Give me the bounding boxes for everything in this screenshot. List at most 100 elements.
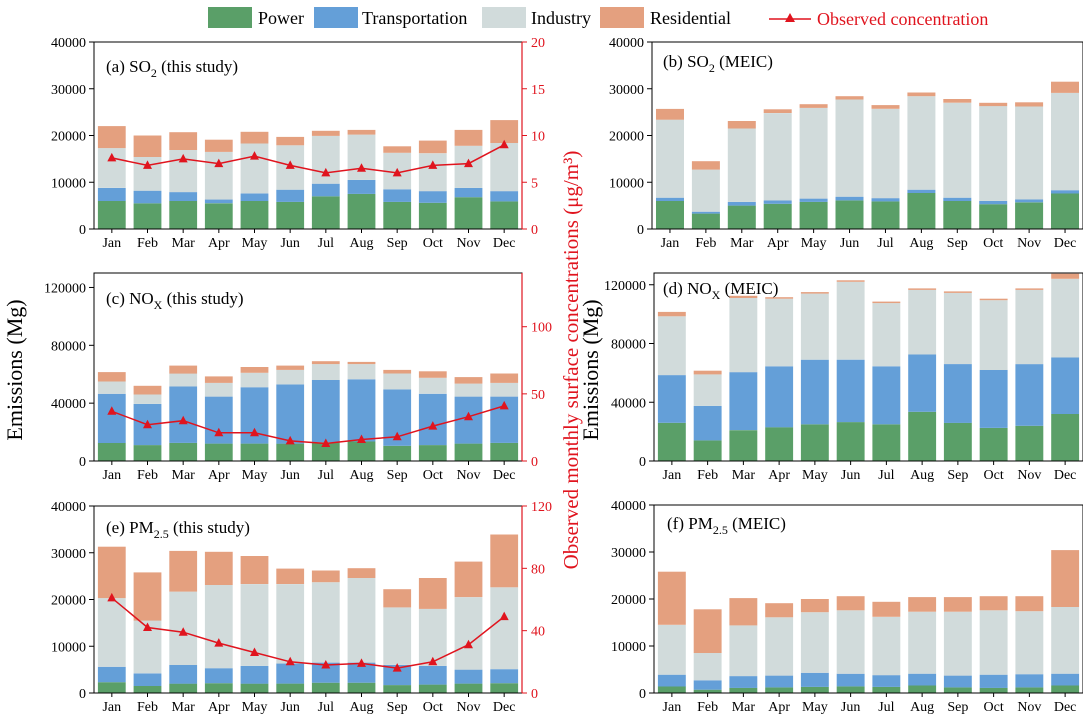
bar-power-dec: [490, 683, 519, 693]
legend-swatch-industry: [482, 7, 526, 28]
legend: Power Transportation Industry Residential Ob…: [208, 7, 988, 29]
bar-residential-oct: [418, 371, 447, 378]
bar-transportation-jun: [276, 384, 305, 444]
observed-point-nov: [464, 158, 473, 168]
observed-point-jul: [321, 167, 331, 177]
bar-power-jul: [872, 686, 901, 693]
x-tick-label: Mar: [172, 700, 196, 715]
bar-transportation-dec: [1051, 190, 1079, 194]
bar-industry-dec: [1051, 607, 1080, 674]
legend-label-observed: Observed concentration: [817, 9, 988, 29]
legend-label-residential: Residential: [650, 8, 731, 28]
y-tick-label: 40000: [51, 397, 86, 412]
bar-power-jan: [97, 200, 126, 229]
bar-industry-jun: [276, 584, 305, 664]
x-tick-label: Nov: [1017, 700, 1041, 715]
bar-power-dec: [1051, 685, 1080, 693]
observed-point-aug: [357, 434, 366, 443]
observed-point-may: [250, 647, 259, 656]
bar-residential-jul: [311, 570, 340, 583]
bar-power-may: [240, 683, 269, 693]
observed-point-jun: [285, 656, 295, 666]
bar-power-may: [800, 686, 829, 693]
right-y-tick-label: 20: [531, 36, 545, 51]
bar-power-jul: [311, 442, 340, 461]
bar-residential-dec: [490, 373, 519, 383]
bar-industry-jan: [97, 598, 126, 667]
bar-industry-aug: [347, 134, 376, 180]
bar-residential-aug: [347, 129, 376, 135]
bar-power-nov: [1015, 687, 1044, 693]
bar-industry-oct: [979, 610, 1008, 675]
observed-point-feb: [143, 622, 152, 631]
observed-point-may: [250, 427, 259, 437]
bar-industry-dec: [490, 143, 519, 192]
bar-power-mar: [729, 430, 758, 461]
x-tick-label: Sep: [947, 236, 968, 251]
bar-residential-nov: [1015, 102, 1044, 107]
bar-industry-jun: [836, 610, 865, 674]
bar-transportation-jun: [836, 673, 865, 687]
legend-swatch-residential: [600, 7, 644, 28]
y-tick-label: 30000: [51, 83, 86, 98]
bar-transportation-jan: [657, 674, 686, 687]
bar-power-jun: [276, 443, 305, 461]
bar-industry-nov: [1015, 289, 1044, 365]
bar-residential-jan: [97, 126, 126, 149]
bar-transportation-nov: [1015, 199, 1044, 203]
y-tick-label: 10000: [611, 640, 646, 655]
x-tick-label: Apr: [208, 236, 230, 251]
bar-transportation-may: [240, 193, 269, 201]
right-y-tick-label: 80: [531, 562, 545, 577]
bar-industry-jan: [97, 381, 126, 394]
bar-power-jun: [836, 422, 865, 461]
right-y-tick-label: 120: [531, 500, 552, 515]
legend-swatch-power: [208, 7, 252, 28]
bar-residential-apr: [765, 603, 794, 618]
observed-point-oct: [428, 656, 438, 666]
bar-industry-nov: [1015, 611, 1044, 675]
bar-industry-may: [799, 107, 828, 199]
right-y-tick-label: 0: [531, 455, 538, 470]
bar-residential-nov: [454, 561, 483, 598]
y-tick-label: 10000: [51, 176, 86, 191]
legend-label-industry: Industry: [531, 8, 591, 28]
x-tick-label: Nov: [456, 468, 480, 483]
bar-transportation-jul: [872, 675, 901, 687]
bar-residential-sep: [943, 597, 972, 612]
bar-power-aug: [347, 682, 376, 693]
bar-residential-dec: [1051, 273, 1080, 279]
bar-residential-feb: [691, 161, 720, 170]
bar-transportation-oct: [418, 665, 447, 685]
bar-industry-jul: [311, 364, 340, 380]
bar-residential-jun: [836, 280, 865, 282]
bar-transportation-jul: [871, 198, 900, 202]
y-tick-label: 40000: [611, 499, 646, 514]
x-tick-label: Oct: [423, 468, 443, 483]
bar-residential-dec: [1051, 81, 1079, 93]
bar-power-sep: [943, 687, 972, 693]
bar-residential-may: [800, 292, 829, 294]
y-tick-label: 0: [79, 223, 86, 238]
bar-residential-may: [240, 131, 269, 144]
bar-industry-jul: [871, 108, 900, 199]
y-tick-label: 40000: [51, 500, 86, 515]
observed-point-sep: [392, 431, 402, 441]
bar-transportation-jan: [97, 666, 126, 683]
bar-transportation-jul: [311, 183, 340, 197]
x-tick-label: Jan: [102, 700, 121, 715]
bar-power-dec: [1051, 414, 1080, 461]
bar-power-apr: [204, 443, 233, 461]
bar-power-aug: [908, 685, 937, 693]
bar-transportation-jun: [836, 359, 865, 423]
bar-transportation-sep: [943, 675, 972, 688]
observed-point-oct: [428, 160, 438, 169]
bar-transportation-mar: [727, 201, 756, 206]
bar-power-oct: [418, 445, 447, 461]
y-tick-label: 30000: [609, 83, 644, 98]
y-tick-label: 0: [79, 687, 86, 702]
bar-residential-aug: [907, 92, 936, 97]
bar-industry-nov: [1015, 106, 1044, 200]
bar-power-mar: [729, 687, 758, 693]
